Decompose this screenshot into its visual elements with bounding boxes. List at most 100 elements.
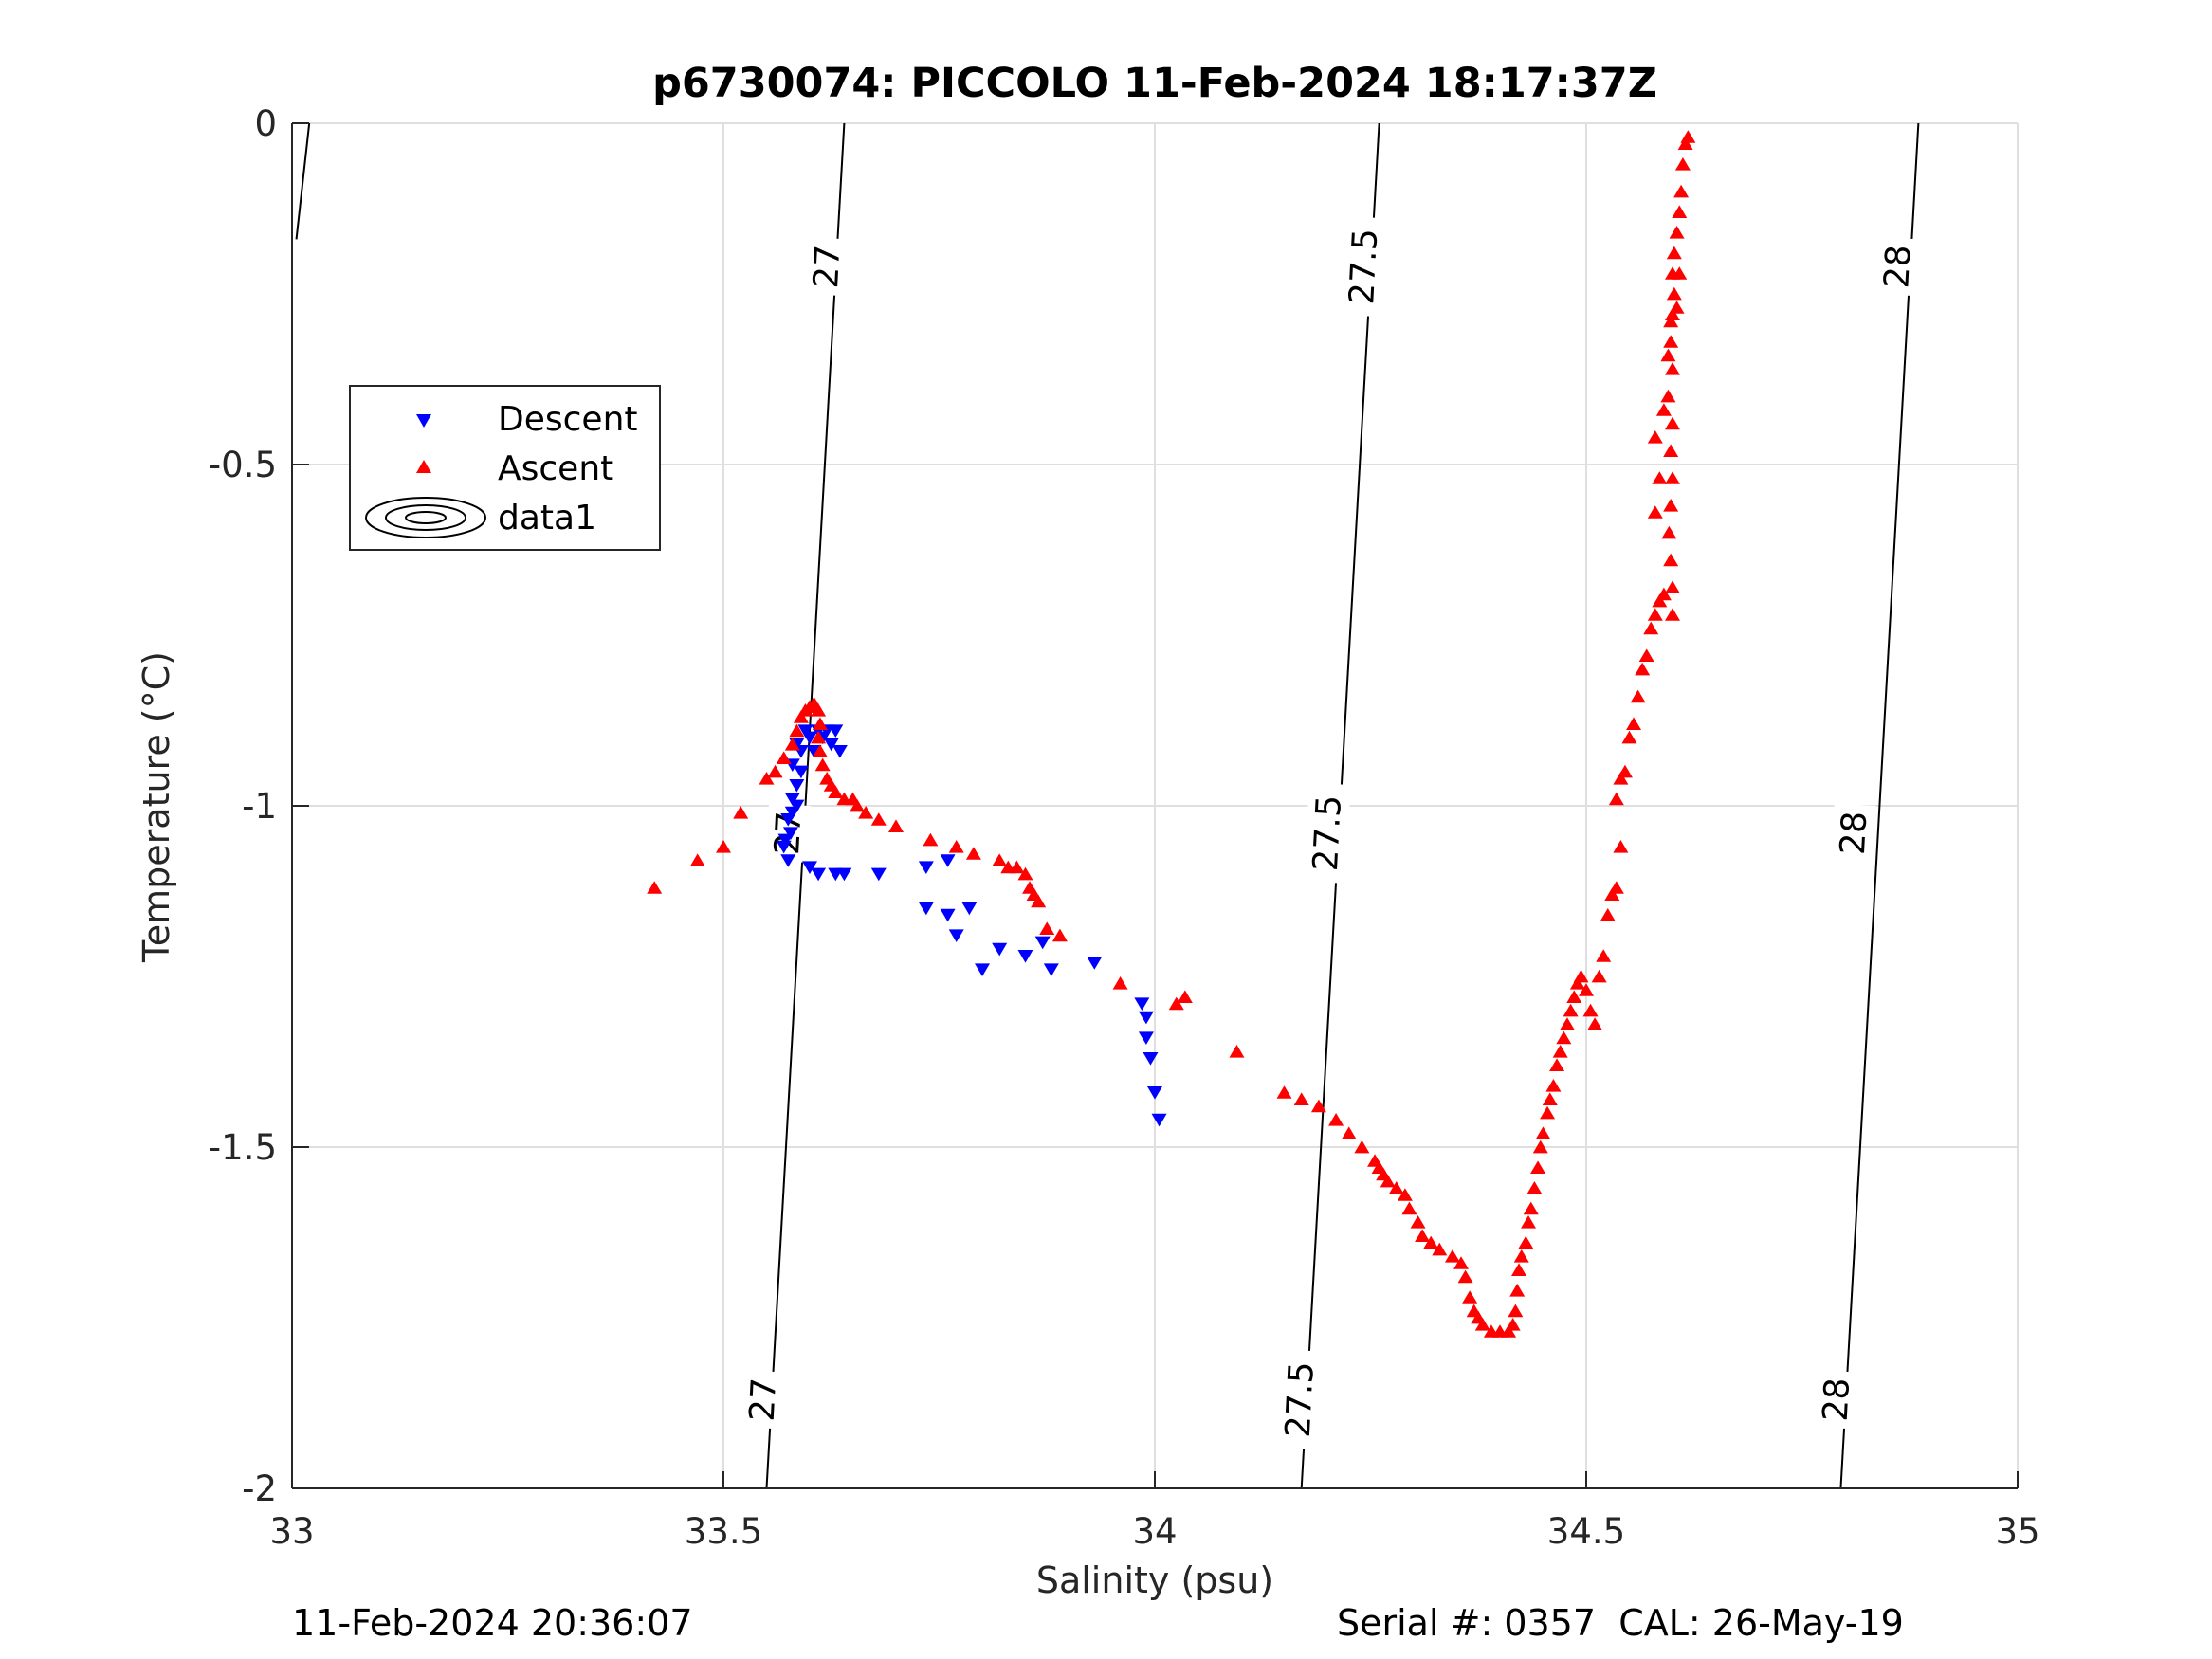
ascent-point — [1540, 1105, 1556, 1120]
legend-ascent-label: Ascent — [498, 449, 613, 488]
descent-point — [940, 854, 956, 867]
ascent-point — [923, 832, 939, 847]
ascent-point — [1229, 1045, 1245, 1058]
isopycnal-edge-line — [295, 122, 311, 240]
ascent-point — [1511, 1263, 1527, 1276]
ascent-point — [1608, 792, 1624, 806]
contour-label-text: 28 — [1877, 244, 1918, 289]
ascent-point — [1380, 1174, 1396, 1188]
descent-point — [1151, 1113, 1167, 1127]
ascent-point — [1112, 976, 1128, 990]
contour-label-text: 27.5 — [1343, 228, 1385, 305]
ascent-point — [1669, 301, 1685, 314]
ascent-point — [1563, 1003, 1579, 1017]
ascent-point — [811, 703, 827, 717]
ascent-point — [1655, 403, 1672, 416]
ascent-point — [1666, 286, 1682, 301]
ascent-point — [1665, 471, 1680, 484]
ascent-point — [1423, 1235, 1439, 1249]
ascent-point — [1661, 525, 1677, 539]
ascent-point — [1666, 246, 1682, 260]
descent-point — [784, 806, 800, 820]
descent-point — [1034, 936, 1051, 950]
ascent-point — [1415, 1229, 1431, 1242]
ascent-point — [1031, 894, 1047, 908]
ascent-point — [948, 840, 964, 853]
ascent-point — [1630, 689, 1646, 703]
descent-point — [992, 942, 1008, 957]
contour-label-bg — [740, 1370, 786, 1430]
x-tick-label: 33.5 — [685, 1511, 762, 1552]
y-tick-label: -2 — [242, 1468, 277, 1509]
ascent-point — [1635, 662, 1651, 676]
footer-timestamp: 11-Feb-2024 20:36:07 — [292, 1602, 693, 1644]
ascent-point — [759, 772, 775, 785]
ascent-point — [1677, 137, 1693, 150]
ascent-point — [789, 723, 805, 738]
descent-point — [811, 867, 827, 882]
ascent-point — [870, 812, 887, 826]
ascent-point — [1665, 362, 1680, 375]
ascent-point — [812, 744, 828, 757]
ascent-point — [1474, 1318, 1490, 1331]
descent-point — [940, 908, 956, 922]
y-tick-label: -0.5 — [209, 445, 277, 485]
ascent-point — [1626, 717, 1642, 730]
descent-point — [975, 963, 990, 976]
ascent-point — [1535, 1126, 1551, 1139]
contour-label-bg — [1340, 216, 1387, 318]
contour-label-bg — [1276, 1349, 1324, 1450]
descent-point — [777, 833, 794, 848]
ascent-point — [1643, 621, 1659, 635]
x-tick-label: 34 — [1132, 1511, 1177, 1552]
ascent-point — [1608, 881, 1624, 894]
ascent-point — [1518, 1235, 1534, 1249]
descent-point — [870, 867, 887, 882]
ascent-point — [1293, 1092, 1309, 1105]
x-tick-label: 33 — [269, 1511, 314, 1552]
legend-contour-label: data1 — [498, 499, 596, 538]
ascent-point — [1596, 949, 1612, 962]
ascent-point — [1051, 928, 1068, 942]
ascent-point — [1017, 866, 1033, 881]
descent-point — [1087, 957, 1103, 970]
ascent-point — [1552, 1045, 1568, 1058]
ascent-point — [1647, 430, 1663, 444]
contour-label-bg — [804, 237, 850, 297]
descent-point — [961, 902, 978, 916]
ascent-point — [1444, 1249, 1460, 1263]
ascent-point — [1168, 996, 1184, 1011]
x-axis-label: Salinity (psu) — [1036, 1559, 1273, 1601]
ascent-point — [1501, 1324, 1517, 1338]
legend-box — [349, 385, 661, 551]
descent-point — [780, 813, 796, 827]
ascent-point — [888, 819, 904, 832]
contour-label-28: 28 — [1814, 1370, 1859, 1430]
ascent-point — [1521, 1215, 1537, 1229]
ascent-point — [1579, 983, 1594, 996]
ascent-point — [1663, 335, 1679, 348]
ascent-point — [1526, 1181, 1543, 1194]
ascent-point — [647, 881, 663, 894]
descent-point — [784, 793, 800, 806]
legend-contour-marker — [365, 497, 486, 538]
ascent-point — [1652, 471, 1668, 484]
legend-ascent-marker — [416, 460, 431, 473]
contour-label-27.5: 27.5 — [1304, 782, 1351, 884]
descent-point — [918, 902, 934, 916]
y-tick-label: 0 — [254, 103, 277, 144]
y-tick-label: -1 — [242, 786, 277, 827]
contour-label-bg — [1304, 782, 1351, 884]
contour-label-text: 27 — [807, 244, 848, 289]
ascent-point — [812, 717, 828, 730]
ascent-point — [1660, 348, 1676, 362]
ascent-point — [1397, 1188, 1413, 1201]
descent-point — [797, 724, 814, 738]
ascent-point — [689, 853, 705, 866]
ascent-point — [1665, 307, 1680, 320]
ascent-point — [1009, 860, 1025, 874]
contour-label-text: 27.5 — [1279, 1360, 1322, 1438]
ascent-point — [1328, 1113, 1344, 1126]
descent-point — [1017, 950, 1033, 963]
ascent-point — [1655, 587, 1672, 601]
